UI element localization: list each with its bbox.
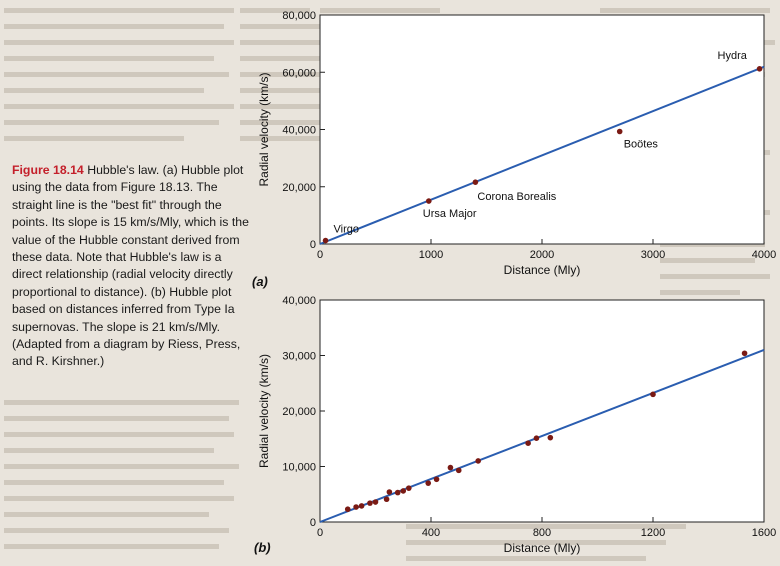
data-point [358,503,365,509]
data-point [475,458,481,464]
x-tick-label: 400 [422,527,440,539]
data-point [353,504,359,510]
data-point [425,480,432,486]
y-tick-label: 20,000 [282,182,316,194]
data-point [383,496,390,503]
data-point [525,440,531,446]
data-point-virgo [322,237,329,244]
data-point [447,464,454,471]
x-tick-label: 4000 [752,249,776,261]
y-tick-label: 60,000 [282,67,316,79]
y-tick-label: 0 [310,517,316,529]
data-point [455,467,462,474]
data-point [394,489,401,496]
y-tick-label: 40,000 [282,295,316,307]
y-tick-label: 0 [310,239,316,251]
x-tick-label: 800 [533,527,551,539]
data-point [741,350,748,357]
y-tick-label: 20,000 [282,406,316,418]
y-axis-label: Radial velocity (km/s) [257,72,271,186]
data-point [433,476,440,483]
best-fit-line [319,349,765,523]
x-tick-label: 3000 [641,249,665,261]
y-tick-label: 40,000 [282,125,316,137]
data-point-hydra [756,66,763,72]
data-point [533,435,540,441]
y-tick-label: 80,000 [282,10,316,22]
x-tick-label: 1000 [419,249,443,261]
x-axis-label: Distance (Mly) [504,263,581,277]
data-point [406,485,412,491]
panel-a-label: (a) [252,274,268,289]
point-label-hydra: Hydra [718,50,748,62]
point-label-virgo: Virgo [334,224,359,236]
panel-b-label: (b) [254,540,271,555]
x-tick-label: 2000 [530,249,554,261]
y-tick-label: 30,000 [282,351,316,363]
point-label-corona-borealis: Corona Borealis [477,191,556,203]
data-point-ursa-major [425,198,432,204]
data-point [400,488,407,494]
data-point [344,506,351,513]
data-point [372,499,379,505]
y-tick-label: 10,000 [282,462,316,474]
data-point [547,434,554,441]
hubble-plot-b: 0 400 800 1200 1600 0 10,000 20,000 30,000 40,000… [257,295,776,555]
x-tick-label: 1200 [641,527,665,539]
x-tick-label: 0 [317,527,323,539]
best-fit-line [319,65,765,245]
point-label-ursa-major: Ursa Major [423,208,477,220]
data-point-corona-borealis [472,179,479,185]
figure-caption-text: Hubble's law. (a) Hubble plot using the … [12,163,249,369]
figure-caption: Figure 18.14 Hubble's law. (a) Hubble pl… [12,162,250,371]
x-tick-label: 0 [317,249,323,261]
data-point [386,489,393,495]
data-point [650,391,656,398]
y-axis-label: Radial velocity (km/s) [257,354,271,468]
x-tick-label: 1600 [752,527,776,539]
plot-area [319,299,765,523]
plot-area [319,14,765,245]
x-axis-label: Distance (Mly) [504,541,581,555]
data-point-bo-tes [616,128,623,135]
hubble-plot-a: 0 1000 2000 3000 4000 0 20,000 40,000 60,000 80,0… [257,10,776,277]
data-point [367,500,373,506]
figure-label: Figure 18.14 [12,163,84,177]
point-label-bo-tes: Boötes [624,139,659,151]
